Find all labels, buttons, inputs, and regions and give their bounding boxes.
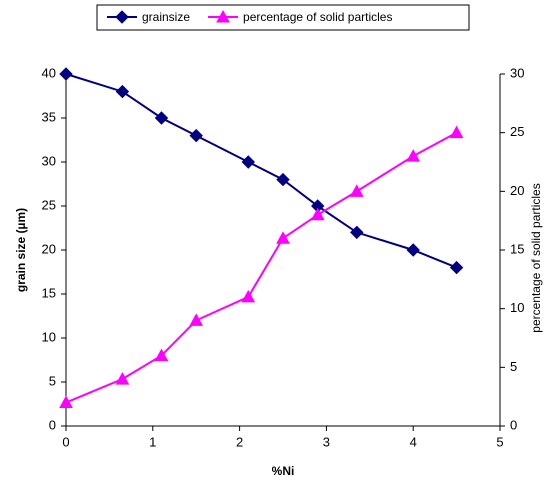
marker <box>406 243 420 257</box>
marker <box>241 289 256 303</box>
legend-marker <box>115 10 129 24</box>
marker <box>449 125 464 139</box>
y2-tick-label: 20 <box>510 183 524 198</box>
y-tick-label: 25 <box>42 197 56 212</box>
marker <box>310 207 325 221</box>
legend-label: percentage of solid particles <box>243 10 392 24</box>
y2-axis-label: percentage of solid particles <box>529 183 543 332</box>
y2-tick-label: 15 <box>510 241 524 256</box>
marker <box>154 111 169 125</box>
x-tick-label: 0 <box>62 434 69 449</box>
x-tick-label: 5 <box>496 434 503 449</box>
x-axis-label: %Ni <box>272 464 295 478</box>
y2-tick-label: 0 <box>510 417 517 432</box>
y-tick-label: 0 <box>49 417 56 432</box>
legend-box <box>96 4 470 31</box>
marker <box>406 149 421 162</box>
marker <box>350 225 364 240</box>
y2-tick-label: 30 <box>510 65 524 80</box>
series-line <box>65 131 458 404</box>
marker <box>276 231 290 244</box>
y-tick-label: 35 <box>42 109 56 124</box>
y-tick-label: 40 <box>42 65 56 80</box>
x-tick-label: 1 <box>149 434 156 449</box>
y-tick-label: 30 <box>42 153 56 168</box>
x-tick-label: 3 <box>323 434 330 449</box>
y2-tick-label: 25 <box>510 124 524 139</box>
x-tick-label: 4 <box>410 434 417 449</box>
marker <box>59 67 73 81</box>
marker <box>115 84 130 99</box>
legend-label: grainsize <box>142 10 190 24</box>
legend-marker <box>216 9 230 23</box>
y-tick-label: 15 <box>42 285 56 300</box>
y-tick-label: 10 <box>42 329 56 344</box>
series-line <box>65 73 457 269</box>
x-tick-label: 2 <box>236 434 243 449</box>
y2-tick-label: 5 <box>510 359 517 374</box>
marker <box>276 172 290 187</box>
y-tick-label: 20 <box>42 241 56 256</box>
y-axis-label: grain size (µm) <box>14 208 28 292</box>
marker <box>115 372 130 385</box>
marker <box>189 313 204 326</box>
y2-tick-label: 10 <box>510 300 524 315</box>
marker <box>189 128 203 143</box>
marker <box>241 155 255 169</box>
marker <box>449 260 464 275</box>
y-tick-label: 5 <box>49 373 56 388</box>
marker <box>59 395 73 409</box>
marker <box>154 348 169 362</box>
marker <box>349 184 364 197</box>
